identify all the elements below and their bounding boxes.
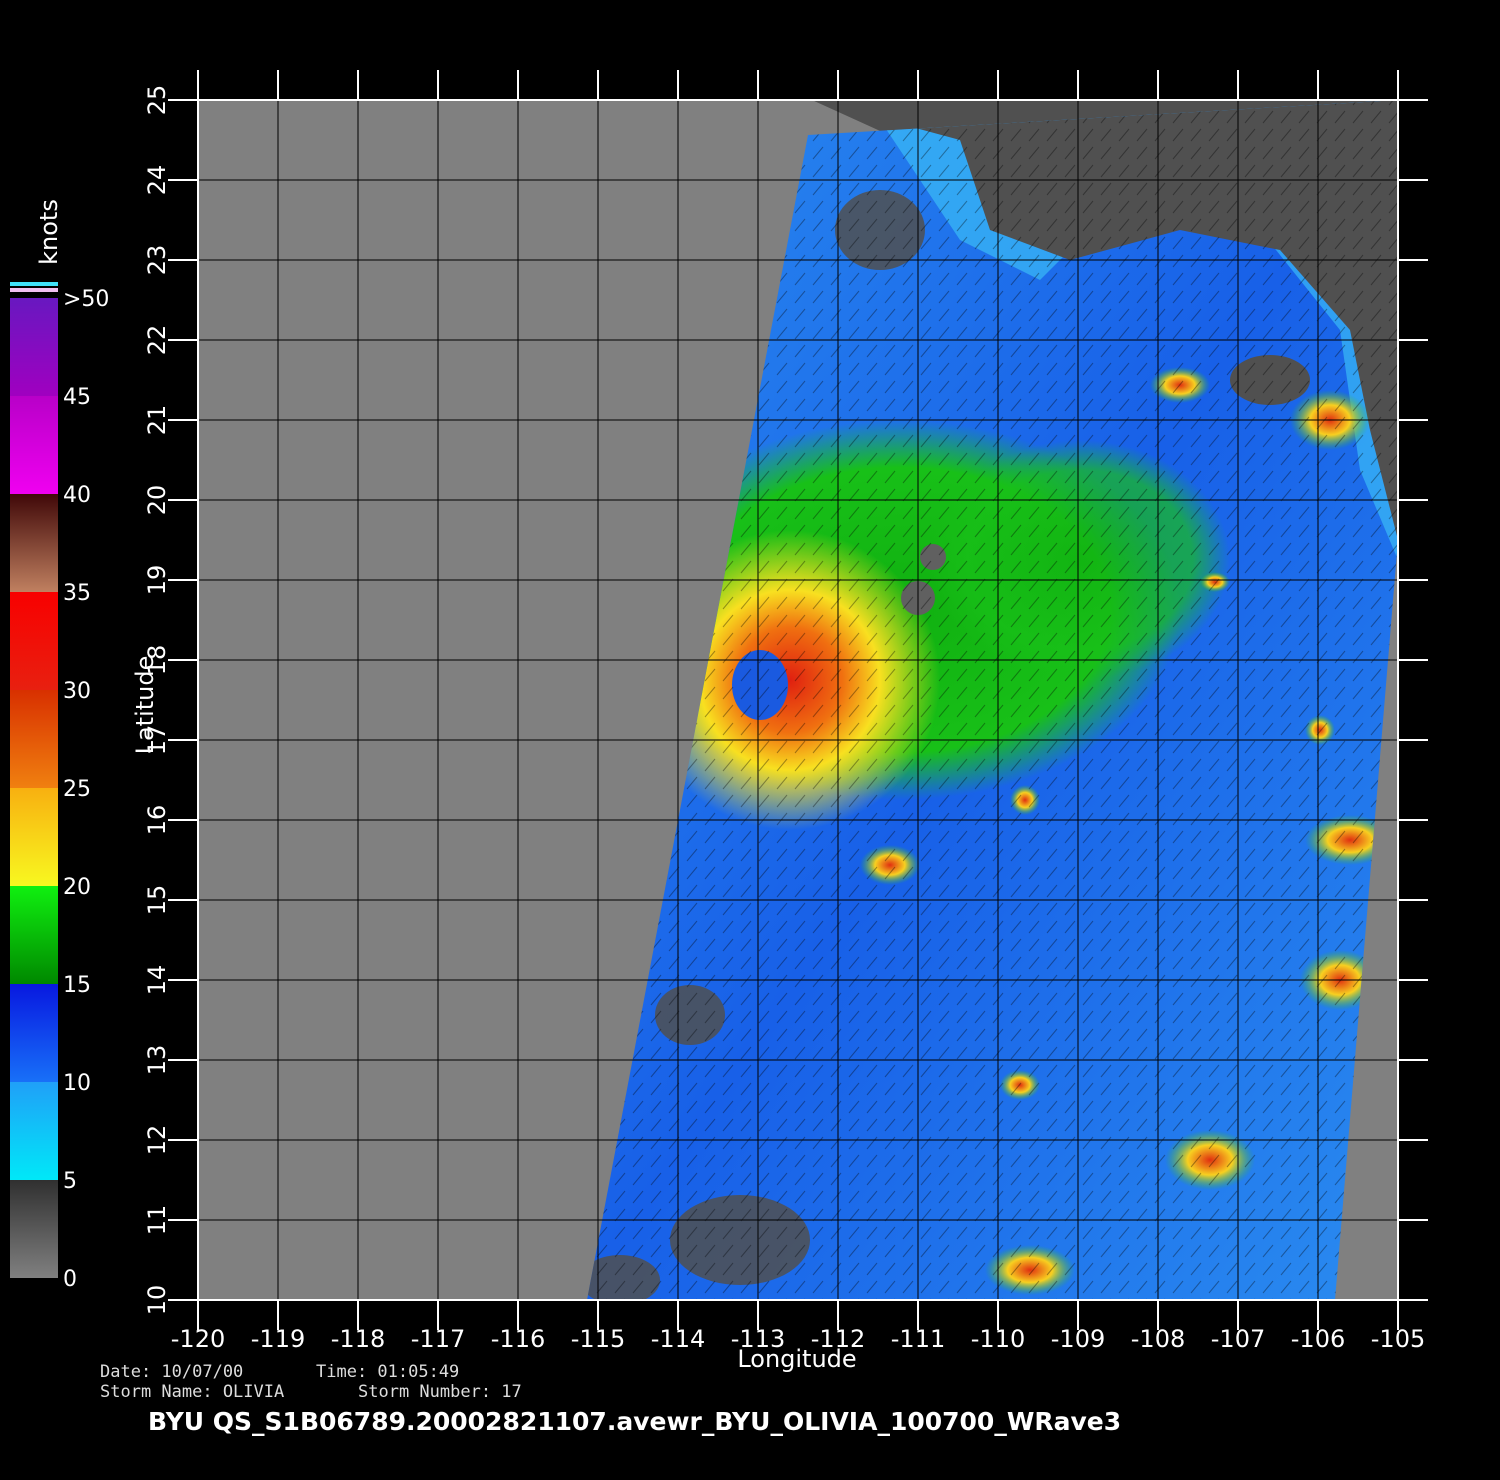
- colorbar-tick-label: 25: [63, 777, 91, 802]
- colorbar: 0 5 10 15 20 25 30 35 40 45 >50: [10, 282, 109, 1292]
- x-tick-label: -119: [251, 1325, 305, 1353]
- colorbar-tick-label: 10: [63, 1071, 91, 1096]
- imagery: [198, 100, 1398, 1300]
- y-tick-label: 23: [143, 245, 171, 276]
- x-axis-label: Longitude: [737, 1345, 856, 1373]
- y-tick-label: 19: [143, 565, 171, 596]
- x-tick-label: -116: [491, 1325, 545, 1353]
- colorbar-label: knots: [35, 199, 63, 265]
- colorbar-tick-label: 20: [63, 875, 91, 900]
- colorbar-cap: [10, 288, 58, 292]
- y-tick-label: 20: [143, 485, 171, 516]
- x-tick-label: -107: [1211, 1325, 1265, 1353]
- colorbar-tick-label: 30: [63, 679, 91, 704]
- colorbar-segment: [10, 886, 58, 984]
- date: Date: 10/07/00: [100, 1362, 243, 1382]
- colorbar-tick-label: 0: [63, 1267, 77, 1292]
- y-tick-label: 12: [143, 1125, 171, 1156]
- y-tick-label: 21: [143, 405, 171, 436]
- colorbar-tick-label: 15: [63, 973, 91, 998]
- x-tick-label: -120: [171, 1325, 225, 1353]
- footer-title: BYU QS_S1B06789.20002821107.avewr_BYU_OL…: [148, 1407, 1121, 1436]
- y-tick-label: 11: [143, 1205, 171, 1236]
- colorbar-tick-label: 35: [63, 581, 91, 606]
- y-axis-label: Latitude: [131, 656, 159, 755]
- y-tick-label: 24: [143, 165, 171, 196]
- x-tick-label: -114: [651, 1325, 705, 1353]
- plot-frame: [197, 99, 1399, 1301]
- time: Time: 01:05:49: [316, 1362, 459, 1382]
- colorbar-cap: [10, 282, 58, 286]
- x-tick-label: -109: [1051, 1325, 1105, 1353]
- wind-swath: [587, 100, 1398, 1300]
- colorbar-segment: [10, 396, 58, 494]
- y-tick-label: 16: [143, 805, 171, 836]
- colorbar-segment: [10, 298, 58, 396]
- x-tick-label: -112: [811, 1325, 865, 1353]
- x-tick-label: -105: [1371, 1325, 1425, 1353]
- y-tick-label: 18: [143, 645, 171, 676]
- colorbar-segment: [10, 1082, 58, 1180]
- y-tick-label: 13: [143, 1045, 171, 1076]
- colorbar-segment: [10, 494, 58, 592]
- y-tick-label: 17: [143, 725, 171, 756]
- colorbar-tick-label: >50: [63, 287, 109, 312]
- colorbar-tick-label: 40: [63, 483, 91, 508]
- y-tick-label: 25: [143, 85, 171, 116]
- x-tick-label: -106: [1291, 1325, 1345, 1353]
- y-tick-label: 15: [143, 885, 171, 916]
- colorbar-segment: [10, 690, 58, 788]
- storm-number: Storm Number: 17: [358, 1382, 522, 1402]
- x-tick-label: -118: [331, 1325, 385, 1353]
- colorbar-segment: [10, 984, 58, 1082]
- y-tick-label: 14: [143, 965, 171, 996]
- x-tick-label: -111: [891, 1325, 945, 1353]
- colorbar-tick-label: 5: [63, 1169, 77, 1194]
- colorbar-segment: [10, 592, 58, 690]
- x-tick-label: -115: [571, 1325, 625, 1353]
- x-tick-label: -110: [971, 1325, 1025, 1353]
- colorbar-segment: [10, 1180, 58, 1278]
- x-tick-label: -108: [1131, 1325, 1185, 1353]
- storm-name: Storm Name: OLIVIA: [100, 1382, 284, 1402]
- x-tick-label: -113: [731, 1325, 785, 1353]
- y-tick-label: 10: [143, 1285, 171, 1316]
- colorbar-segment: [10, 788, 58, 886]
- y-tick-label: 22: [143, 325, 171, 356]
- colorbar-tick-label: 45: [63, 385, 91, 410]
- x-tick-label: -117: [411, 1325, 465, 1353]
